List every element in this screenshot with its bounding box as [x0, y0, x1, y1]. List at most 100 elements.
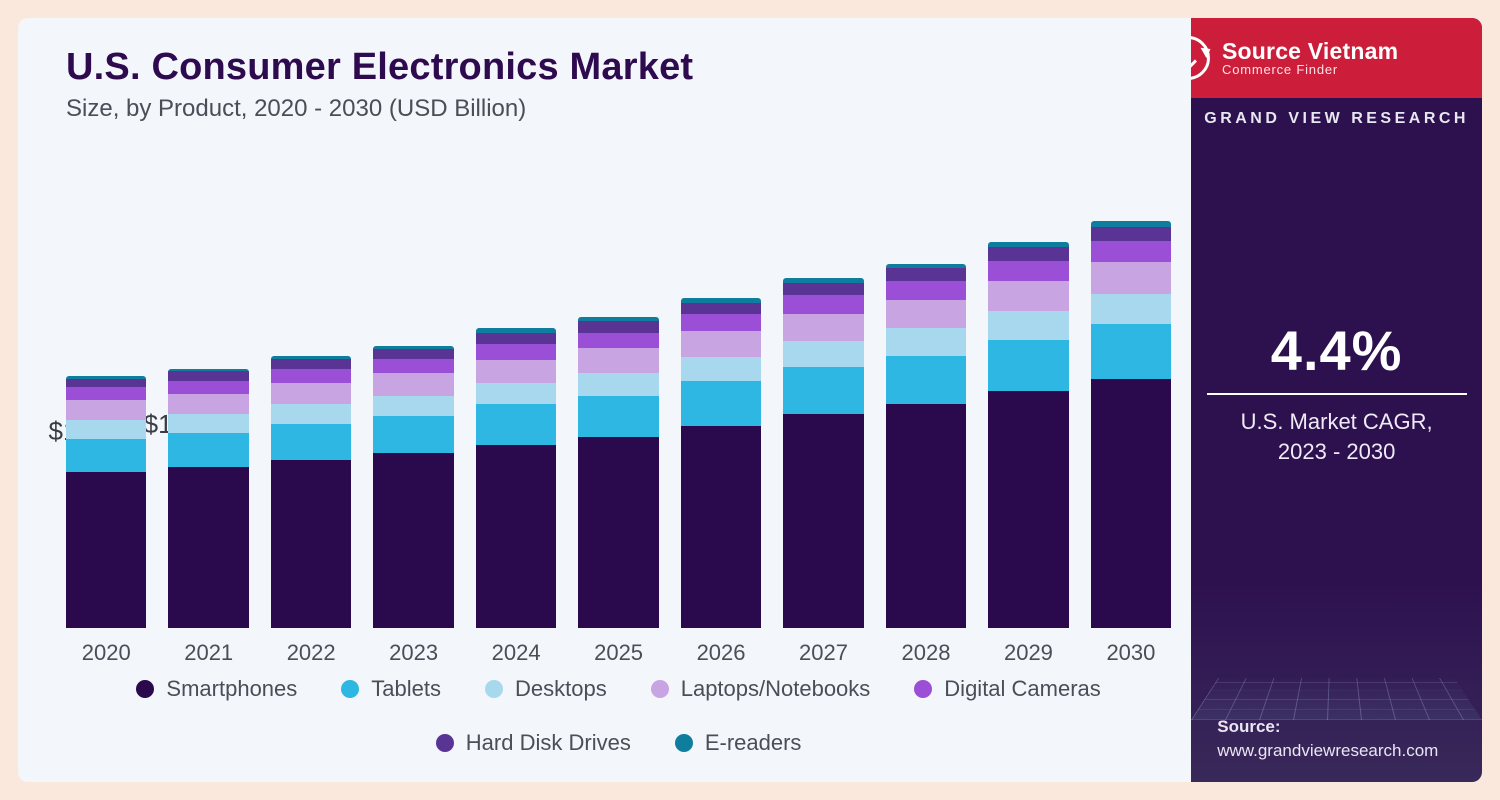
bar-2026	[681, 298, 761, 628]
seg-tablets	[168, 433, 248, 467]
seg-smartphones	[1091, 379, 1171, 628]
bar-2027	[783, 278, 863, 628]
seg-tablets	[1091, 324, 1171, 378]
legend-label-hard_disk_drives: Hard Disk Drives	[466, 730, 631, 756]
seg-tablets	[476, 404, 556, 444]
bar-2023	[373, 346, 453, 628]
seg-digital_cameras	[988, 261, 1068, 281]
stacked-bars	[66, 198, 1171, 628]
xlabel-2028: 2028	[886, 634, 966, 668]
legend-label-e_readers: E-readers	[705, 730, 802, 756]
bar-2022	[271, 356, 351, 628]
seg-smartphones	[373, 453, 453, 628]
xlabel-2020: 2020	[66, 634, 146, 668]
swatch-tablets	[341, 680, 359, 698]
cagr-label-line1: U.S. Market CAGR,	[1241, 409, 1433, 434]
bar-2030	[1091, 221, 1171, 628]
cagr-value: 4.4%	[1191, 318, 1482, 383]
seg-desktops	[886, 328, 966, 355]
seg-smartphones	[783, 414, 863, 628]
decorative-grid	[1191, 678, 1482, 720]
seg-desktops	[988, 311, 1068, 340]
swatch-desktops	[485, 680, 503, 698]
side-panel: Source Vietnam Commerce Finder GRAND VIE…	[1191, 18, 1482, 782]
legend-label-tablets: Tablets	[371, 676, 441, 702]
source-block: Source: www.grandviewresearch.com	[1217, 715, 1438, 764]
swatch-hard_disk_drives	[436, 734, 454, 752]
seg-smartphones	[168, 467, 248, 628]
legend-label-smartphones: Smartphones	[166, 676, 297, 702]
xlabel-2029: 2029	[988, 634, 1068, 668]
seg-tablets	[373, 416, 453, 453]
seg-tablets	[886, 356, 966, 405]
seg-digital_cameras	[168, 381, 248, 394]
seg-smartphones	[476, 445, 556, 628]
legend-item-tablets: Tablets	[341, 676, 441, 702]
seg-laptops	[886, 300, 966, 329]
seg-digital_cameras	[476, 344, 556, 360]
chart-pane: U.S. Consumer Electronics Market Size, b…	[18, 18, 1191, 782]
bar-2024	[476, 328, 556, 628]
cagr-block: 4.4% U.S. Market CAGR, 2023 - 2030	[1191, 318, 1482, 466]
seg-hard_disk_drives	[168, 371, 248, 381]
bar-2028	[886, 264, 966, 628]
seg-smartphones	[271, 460, 351, 628]
seg-hard_disk_drives	[578, 321, 658, 332]
xlabel-2023: 2023	[373, 634, 453, 668]
bar-2025	[578, 317, 658, 628]
xlabel-2026: 2026	[681, 634, 761, 668]
brand-line2: Commerce Finder	[1222, 63, 1398, 77]
legend-item-digital_cameras: Digital Cameras	[914, 676, 1101, 702]
seg-tablets	[681, 381, 761, 425]
seg-laptops	[168, 394, 248, 414]
seg-hard_disk_drives	[66, 379, 146, 388]
cagr-label-line2: 2023 - 2030	[1278, 439, 1395, 464]
brand-text: Source Vietnam Commerce Finder	[1222, 39, 1398, 77]
seg-digital_cameras	[783, 295, 863, 314]
seg-tablets	[578, 396, 658, 438]
bar-2020	[66, 376, 146, 628]
seg-smartphones	[578, 437, 658, 628]
cagr-label: U.S. Market CAGR, 2023 - 2030	[1191, 407, 1482, 466]
chart-title: U.S. Consumer Electronics Market	[66, 46, 1171, 89]
bar-2029	[988, 242, 1068, 628]
bar-2021	[168, 369, 248, 628]
seg-desktops	[168, 414, 248, 433]
seg-laptops	[988, 281, 1068, 311]
legend-item-desktops: Desktops	[485, 676, 607, 702]
legend-item-smartphones: Smartphones	[136, 676, 297, 702]
seg-desktops	[373, 396, 453, 416]
page: U.S. Consumer Electronics Market Size, b…	[0, 0, 1500, 800]
seg-digital_cameras	[1091, 241, 1171, 263]
seg-desktops	[1091, 294, 1171, 324]
seg-tablets	[66, 439, 146, 472]
seg-hard_disk_drives	[373, 349, 453, 359]
seg-laptops	[271, 383, 351, 405]
xlabel-2021: 2021	[168, 634, 248, 668]
brand-badge: Source Vietnam Commerce Finder	[1191, 18, 1482, 98]
brand-line1: Source Vietnam	[1222, 39, 1398, 63]
x-axis: 2020202120222023202420252026202720282029…	[66, 634, 1171, 668]
seg-laptops	[66, 400, 146, 420]
seg-smartphones	[66, 472, 146, 628]
seg-digital_cameras	[66, 387, 146, 400]
swatch-smartphones	[136, 680, 154, 698]
seg-desktops	[271, 404, 351, 424]
seg-tablets	[271, 424, 351, 460]
seg-hard_disk_drives	[1091, 227, 1171, 241]
seg-desktops	[681, 357, 761, 381]
swatch-laptops	[651, 680, 669, 698]
seg-tablets	[988, 340, 1068, 392]
plot-area: $176.6B$181.2B 2020202120222023202420252…	[66, 141, 1171, 668]
seg-hard_disk_drives	[988, 247, 1068, 261]
legend-item-hard_disk_drives: Hard Disk Drives	[436, 730, 631, 756]
cagr-divider	[1207, 393, 1467, 395]
legend-item-laptops: Laptops/Notebooks	[651, 676, 871, 702]
seg-smartphones	[681, 426, 761, 628]
xlabel-2027: 2027	[783, 634, 863, 668]
seg-digital_cameras	[578, 333, 658, 349]
seg-desktops	[578, 373, 658, 396]
legend-label-digital_cameras: Digital Cameras	[944, 676, 1101, 702]
seg-laptops	[1091, 262, 1171, 294]
seg-digital_cameras	[681, 314, 761, 331]
